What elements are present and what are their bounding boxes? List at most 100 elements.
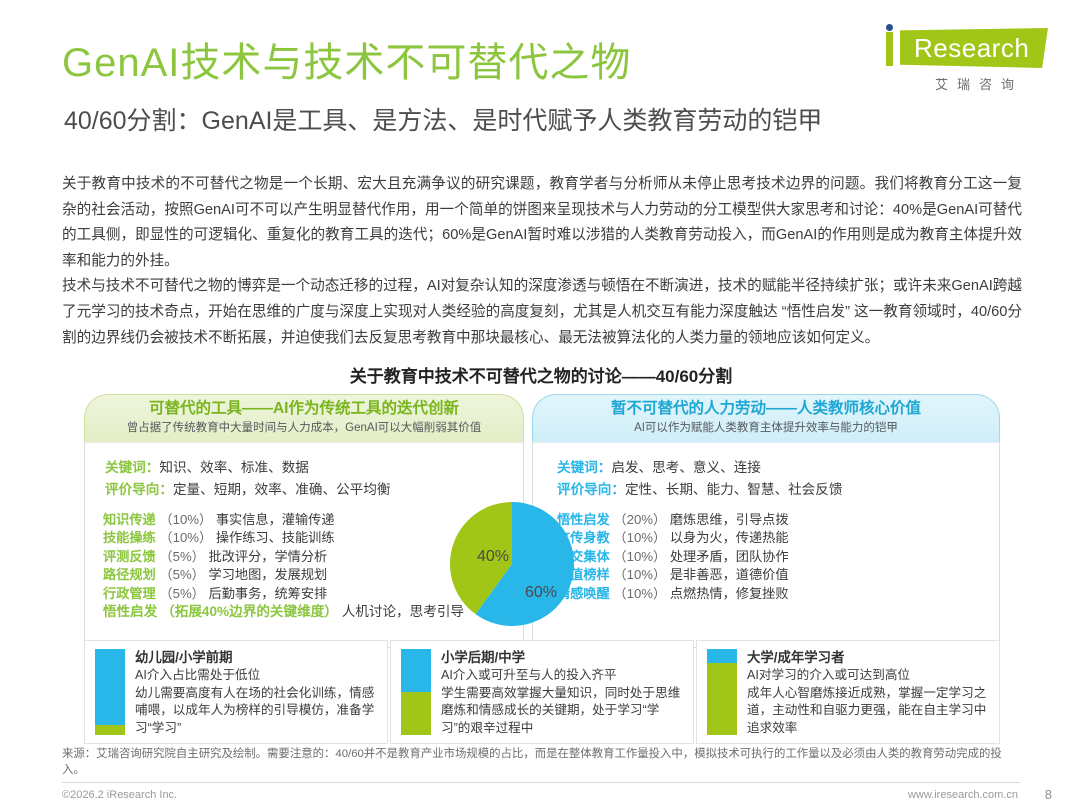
keyword-block-right: 关键词：启发、思考、意义、连接 评价导向：定性、长期、能力、智慧、社会反馈 <box>557 457 842 501</box>
column-header-subtitle: AI可以作为赋能人类教育主体提升效率与能力的铠甲 <box>634 422 898 434</box>
list-item: 行政管理 （5%） 后勤事务，统筹安排 <box>103 585 464 603</box>
evaluation-value: 定量、短期，效率、准确、公平均衡 <box>172 482 391 497</box>
stage-text: 小学后期/中学 AI介入或可升至与人的投入齐平 学生需要高效掌握大量知识，同时处… <box>441 649 683 737</box>
item-description: 是非善恶，道德价值 <box>669 567 789 583</box>
figure-title: 关于教育中技术不可替代之物的讨论——40/60分割 <box>349 367 733 386</box>
stage-lead: AI介入占比需处于低位 <box>135 668 261 682</box>
list-item: 悟性启发 （20%） 磨炼思维，引导点拨 <box>557 511 789 529</box>
logo-i-stem <box>886 32 893 66</box>
evaluation-label: 评价导向： <box>105 482 173 497</box>
list-item: 言传身教 （10%） 以身为火，传递热能 <box>557 529 789 547</box>
footer-copyright: ©2026.2 iResearch Inc. <box>62 789 178 801</box>
column-header-right: 暂不可替代的人力劳动——人类教师核心价值 AI可以作为赋能人类教育主体提升效率与… <box>532 394 1000 442</box>
logo-wordmark: Research <box>914 33 1030 63</box>
item-description: 磨炼思维，引导点拨 <box>669 512 789 527</box>
item-name: 技能操练 <box>103 530 156 546</box>
item-name: 悟性启发 <box>103 604 158 620</box>
list-item: 知识传递 （10%） 事实信息，灌输传递 <box>103 511 464 529</box>
item-description: 事实信息，灌输传递 <box>215 512 335 527</box>
item-name: 知识传递 <box>103 512 156 527</box>
column-header-subtitle: 曾占据了传统教育中大量时间与人力成本，GenAI可以大幅削弱其价值 <box>126 422 482 434</box>
item-percent: （10%） <box>613 567 667 583</box>
item-description: 学习地图，发展规划 <box>208 567 328 583</box>
body-copy: 关于教育中技术的不可替代之物是一个长期、宏大且充满争议的研究课题，教育学者与分析… <box>62 172 1022 351</box>
stage-cards: 幼儿园/小学前期 AI介入占比需处于低位 幼儿需要高度有人在场的社会化训练，情感… <box>84 640 1000 748</box>
stage-bar-blue-segment <box>401 649 431 692</box>
keyword-block-left: 关键词：知识、效率、标准、数据 评价导向：定量、短期，效率、准确、公平均衡 <box>105 457 390 501</box>
footer-divider <box>62 782 1020 783</box>
item-name: 行政管理 <box>103 585 156 601</box>
stage-bar-blue-segment <box>707 649 737 663</box>
column-irreplaceable-labor: 暂不可替代的人力劳动——人类教师核心价值 AI可以作为赋能人类教育主体提升效率与… <box>532 394 1000 648</box>
stage-description: 幼儿需要高度有人在场的社会化训练，情感哺喂，以成年人为榜样的引导模仿，准备学习“… <box>135 685 375 735</box>
stage-title: 幼儿园/小学前期 <box>135 650 233 665</box>
evaluation-value: 定性、长期、能力、智慧、社会反馈 <box>624 482 843 497</box>
paragraph-2: 技术与技术不可替代之物的博弈是一个动态迁移的过程，AI对复杂认知的深度渗透与顿悟… <box>62 278 1022 346</box>
stage-bar <box>707 649 737 735</box>
item-description: 处理矛盾，团队协作 <box>669 548 789 564</box>
column-body-right: 关键词：启发、思考、意义、连接 评价导向：定性、长期、能力、智慧、社会反馈 悟性… <box>532 442 1000 648</box>
stage-bar <box>401 649 431 735</box>
item-name: 言传身教 <box>557 530 610 546</box>
item-name: 评测反馈 <box>103 548 156 564</box>
keyword-line: 关键词：知识、效率、标准、数据 <box>105 457 390 479</box>
stage-card-university-adult: 大学/成年学习者 AI对学习的介入或可达到高位 成年人心智磨炼接近成熟，掌握一定… <box>696 640 1000 744</box>
page-header: GenAI技术与技术不可替代之物 40/60分割：GenAI是工具、是方法、是时… <box>0 0 1080 160</box>
item-name: 路径规划 <box>103 567 156 583</box>
item-list-left: 知识传递 （10%） 事实信息，灌输传递 技能操练 （10%） 操作练习、技能训… <box>103 511 464 621</box>
item-list-right: 悟性启发 （20%） 磨炼思维，引导点拨 言传身教 （10%） 以身为火，传递热… <box>557 511 789 603</box>
stage-bar-green-segment <box>707 662 737 735</box>
stage-title: 小学后期/中学 <box>441 650 526 665</box>
page-title: GenAI技术与技术不可替代之物 <box>62 41 632 85</box>
column-header-title: 可替代的工具——AI作为传统工具的迭代创新 <box>148 400 459 417</box>
item-name: 悟性启发 <box>557 512 610 527</box>
stage-title: 大学/成年学习者 <box>747 650 845 665</box>
stage-description: 学生需要高效掌握大量知识，同时处于思维磨炼和情感成长的关键期，处于学习“学习”的… <box>441 685 681 735</box>
column-header-left: 可替代的工具——AI作为传统工具的迭代创新 曾占据了传统教育中大量时间与人力成本… <box>84 394 524 442</box>
column-header-title: 暂不可替代的人力劳动——人类教师核心价值 <box>610 400 921 417</box>
page-number: 8 <box>1044 787 1052 802</box>
item-description: 人机讨论，思考引导 <box>341 604 465 620</box>
keyword-value: 启发、思考、意义、连接 <box>611 460 761 475</box>
list-item: 路径规划 （5%） 学习地图，发展规划 <box>103 566 464 584</box>
item-percent: （拓展40%边界的关键维度） <box>161 604 338 620</box>
column-replaceable-tools: 可替代的工具——AI作为传统工具的迭代创新 曾占据了传统教育中大量时间与人力成本… <box>84 394 524 648</box>
list-item: 社交集体 （10%） 处理矛盾，团队协作 <box>557 548 789 566</box>
item-percent: （5%） <box>159 585 205 601</box>
item-percent: （20%） <box>613 512 667 527</box>
item-description: 操作练习、技能训练 <box>215 530 335 546</box>
item-percent: （10%） <box>613 585 667 601</box>
page-subtitle: 40/60分割：GenAI是工具、是方法、是时代赋予人类教育劳动的铠甲 <box>64 107 823 135</box>
logo-i-dot <box>886 24 893 31</box>
stage-bar-blue-segment <box>95 649 125 725</box>
evaluation-line: 评价导向：定量、短期，效率、准确、公平均衡 <box>105 479 390 501</box>
item-percent: （10%） <box>159 530 213 546</box>
item-name: 情感唤醒 <box>557 585 610 601</box>
source-note: 来源：艾瑞咨询研究院自主研究及绘制。需要注意的：40/60并不是教育产业市场规模… <box>62 748 1002 776</box>
item-percent: （10%） <box>159 512 213 527</box>
keyword-value: 知识、效率、标准、数据 <box>159 460 309 475</box>
stage-bar <box>95 649 125 735</box>
stage-text: 大学/成年学习者 AI对学习的介入或可达到高位 成年人心智磨炼接近成熟，掌握一定… <box>747 649 989 737</box>
list-item: 价值榜样 （10%） 是非善恶，道德价值 <box>557 566 789 584</box>
item-name: 价值榜样 <box>557 567 610 583</box>
stage-text: 幼儿园/小学前期 AI介入占比需处于低位 幼儿需要高度有人在场的社会化训练，情感… <box>135 649 377 737</box>
item-percent: （5%） <box>159 548 205 564</box>
item-percent: （10%） <box>613 548 667 564</box>
list-item: 评测反馈 （5%） 批改评分，学情分析 <box>103 548 464 566</box>
stage-bar-green-segment <box>401 692 431 735</box>
item-name: 社交集体 <box>557 548 610 564</box>
list-item: 技能操练 （10%） 操作练习、技能训练 <box>103 529 464 547</box>
evaluation-label: 评价导向： <box>557 482 625 497</box>
keyword-label: 关键词： <box>557 460 612 475</box>
stage-card-primary-secondary: 小学后期/中学 AI介入或可升至与人的投入齐平 学生需要高效掌握大量知识，同时处… <box>390 640 694 744</box>
stage-lead: AI对学习的介入或可达到高位 <box>747 668 911 682</box>
stage-description: 成年人心智磨炼接近成熟，掌握一定学习之道，主动性和自驱力更强，能在自主学习中追求… <box>747 685 987 735</box>
footer-website: www.iresearch.com.cn <box>907 789 1018 801</box>
item-percent: （5%） <box>159 567 205 583</box>
logo-chinese-name: 艾瑞咨询 <box>934 77 1023 92</box>
figure-block: 关于教育中技术不可替代之物的讨论——40/60分割 可替代的工具——AI作为传统… <box>62 362 1020 780</box>
stage-lead: AI介入或可升至与人的投入齐平 <box>441 668 617 682</box>
list-item: 情感唤醒 （10%） 点燃热情，修复挫败 <box>557 585 789 603</box>
keyword-line: 关键词：启发、思考、意义、连接 <box>557 457 842 479</box>
